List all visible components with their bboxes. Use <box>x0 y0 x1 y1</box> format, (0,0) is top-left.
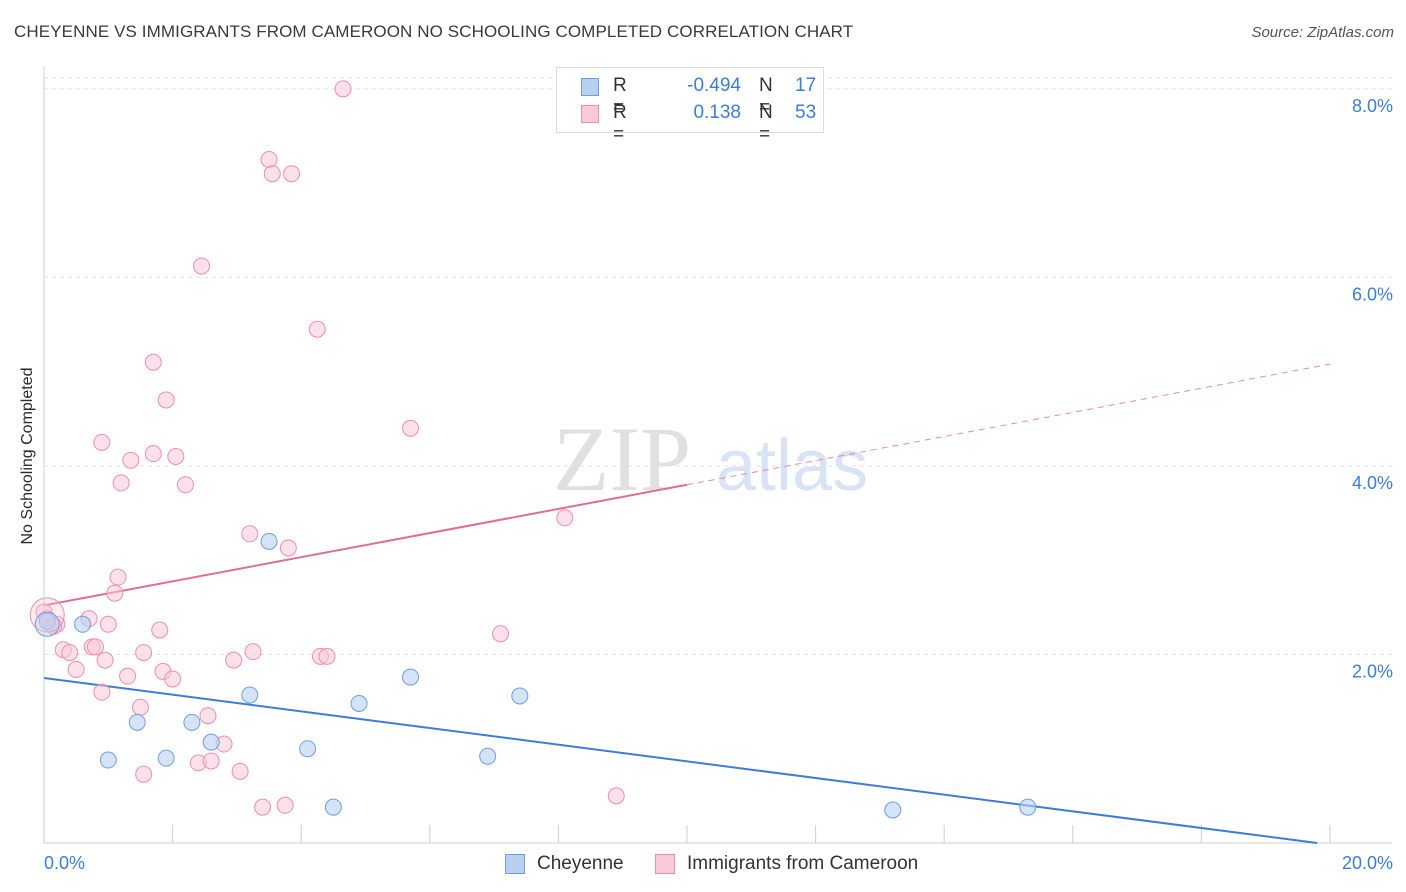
data-point-cameroon <box>202 752 220 770</box>
data-point-cheyenne <box>299 740 317 758</box>
data-point-cameroon <box>607 787 625 805</box>
data-point-cheyenne <box>324 798 342 816</box>
data-point-cheyenne <box>350 694 368 712</box>
data-point-cheyenne <box>260 532 278 550</box>
y-tick-label: 2.0% <box>1352 661 1393 681</box>
data-point-cameroon <box>308 320 326 338</box>
legend-r-value: -0.494 <box>687 75 741 96</box>
data-point-cameroon <box>119 667 137 685</box>
data-point-cameroon <box>67 661 85 679</box>
data-point-cameroon <box>112 474 130 492</box>
data-point-cheyenne <box>74 615 92 633</box>
data-point-cameroon <box>144 445 162 463</box>
tick-labels: 2.0% 4.0% 6.0% 8.0% 0.0% 20.0% <box>44 96 1393 873</box>
data-point-cheyenne <box>128 713 146 731</box>
bottom-legend-swatch-cheyenne <box>505 854 525 874</box>
data-point-cheyenne <box>884 801 902 819</box>
legend-swatch-cheyenne <box>581 78 599 96</box>
trend-line-cameroon <box>43 483 688 607</box>
data-point-cheyenne <box>1019 798 1037 816</box>
source-label: Source: ZipAtlas.com <box>1251 24 1394 41</box>
bottom-legend-label-cameroon: Immigrants from Cameroon <box>687 853 919 874</box>
legend-swatch-cameroon <box>581 105 599 123</box>
data-point-cameroon <box>164 670 182 688</box>
data-point-cameroon <box>556 509 574 527</box>
data-point-cameroon-cluster <box>29 597 65 633</box>
data-point-cheyenne <box>402 668 420 686</box>
data-point-cameroon <box>402 419 420 437</box>
legend-n-value: 53 <box>795 102 817 123</box>
data-point-cameroon <box>86 638 104 656</box>
data-point-cameroon <box>492 625 510 643</box>
data-point-cameroon <box>318 647 336 665</box>
data-point-cameroon <box>157 391 175 409</box>
legend-n-label: N = <box>759 75 773 118</box>
data-point-cameroon <box>151 621 169 639</box>
watermark: ZIP atlas <box>553 408 868 510</box>
data-point-cameroon <box>167 448 185 465</box>
data-point-cheyenne <box>38 612 56 630</box>
legend-r-value: 0.138 <box>693 102 741 123</box>
data-point-cameroon <box>260 151 278 169</box>
data-point-cameroon <box>263 165 281 183</box>
trend-lines <box>43 363 1331 844</box>
data-point-cameroon <box>93 683 111 701</box>
data-point-cheyenne <box>241 686 259 704</box>
data-point-cameroon <box>135 644 153 662</box>
data-point-cheyenne <box>511 687 529 705</box>
data-point-cameroon <box>122 451 140 469</box>
data-point-cameroon <box>106 584 124 602</box>
data-point-cameroon <box>144 353 162 371</box>
data-point-cameroon <box>199 707 217 725</box>
axes <box>43 66 1392 844</box>
data-point-cheyenne <box>157 749 175 767</box>
watermark-zip: ZIP <box>553 408 691 510</box>
legend-n-label: N = <box>759 102 773 145</box>
data-point-cameroon <box>241 525 259 543</box>
data-point-cheyenne <box>183 713 201 731</box>
data-point-cheyenne <box>202 733 220 751</box>
x-tick-label: 0.0% <box>44 853 85 873</box>
trend-line-cheyenne <box>43 677 1318 844</box>
data-point-cameroon <box>131 698 149 716</box>
data-point-cameroon <box>109 568 127 586</box>
data-point-cameroon <box>99 615 117 633</box>
legend: R = -0.494 N = 17 R = 0.138 N = 53 <box>556 67 824 145</box>
data-point-cameroon <box>334 80 352 98</box>
data-point-cameroon <box>176 476 194 494</box>
data-point-cameroon <box>279 539 297 557</box>
y-tick-label: 8.0% <box>1352 96 1393 116</box>
data-point-cameroon <box>276 796 294 814</box>
data-point-cameroon <box>283 165 301 183</box>
data-point-cameroon <box>93 433 111 451</box>
data-point-cameroon <box>61 644 79 662</box>
legend-r-label: R = <box>613 102 627 145</box>
legend-r-label: R = <box>613 75 627 118</box>
x-tick-label: 20.0% <box>1342 853 1393 873</box>
data-point-cameroon <box>225 651 243 669</box>
y-tick-label: 4.0% <box>1352 473 1393 493</box>
chart-title: CHEYENNE VS IMMIGRANTS FROM CAMEROON NO … <box>14 22 854 41</box>
data-point-cameroon <box>193 257 211 275</box>
data-point-cameroon <box>96 651 114 669</box>
data-point-cameroon <box>135 765 153 783</box>
data-point-cameroon <box>254 798 272 816</box>
bottom-legend-label-cheyenne: Cheyenne <box>537 853 624 874</box>
data-point-cameroon <box>244 643 262 661</box>
data-points <box>29 80 1037 819</box>
data-point-cheyenne <box>99 751 117 769</box>
data-point-cameroon <box>231 762 249 780</box>
data-point-cheyenne-cluster <box>34 611 60 637</box>
trend-line-cameroon-extension <box>686 363 1331 486</box>
legend-n-value: 17 <box>795 75 817 96</box>
data-point-cheyenne <box>479 747 497 765</box>
bottom-legend-swatch-cameroon <box>655 854 675 874</box>
bottom-legend: Cheyenne Immigrants from Cameroon <box>0 853 1406 877</box>
y-tick-label: 6.0% <box>1352 284 1393 304</box>
